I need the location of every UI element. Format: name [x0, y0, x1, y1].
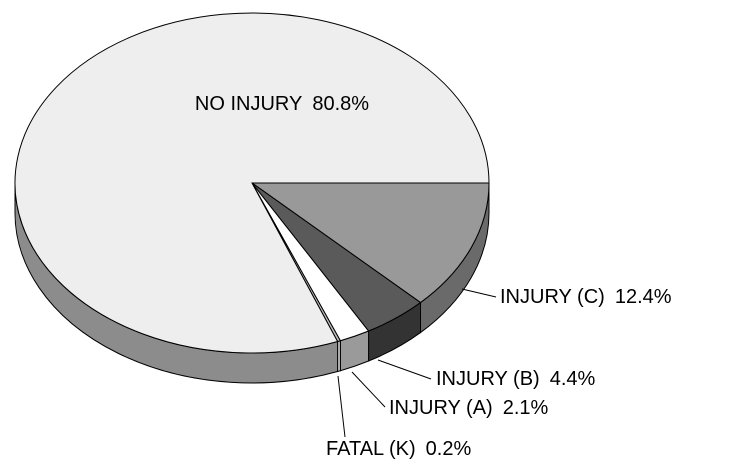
category-label: FATAL (K): [326, 438, 416, 460]
category-label: INJURY (A): [389, 397, 493, 419]
pie-slice: [250, 182, 490, 304]
slice-label: INJURY (C) 12.4%: [500, 286, 672, 308]
category-label: INJURY (B): [436, 368, 540, 390]
slice-label: NO INJURY 80.8%: [195, 93, 369, 115]
leader-line: [377, 359, 432, 380]
value-label: 80.8%: [312, 93, 369, 115]
leader-line: [337, 375, 346, 438]
value-label: 12.4%: [615, 286, 672, 308]
slice-label: INJURY (B) 4.4%: [436, 368, 596, 390]
category-label: NO INJURY: [195, 93, 302, 115]
leader-line: [461, 288, 497, 298]
value-label: 4.4%: [550, 368, 596, 390]
slice-label: FATAL (K) 0.2%: [326, 438, 471, 460]
slice-label: INJURY (A) 2.1%: [389, 397, 549, 419]
leader-line: [351, 371, 386, 408]
pie-slice: [14, 12, 490, 354]
value-label: 0.2%: [426, 438, 472, 460]
category-label: INJURY (C): [500, 286, 605, 308]
value-label: 2.1%: [503, 397, 549, 419]
